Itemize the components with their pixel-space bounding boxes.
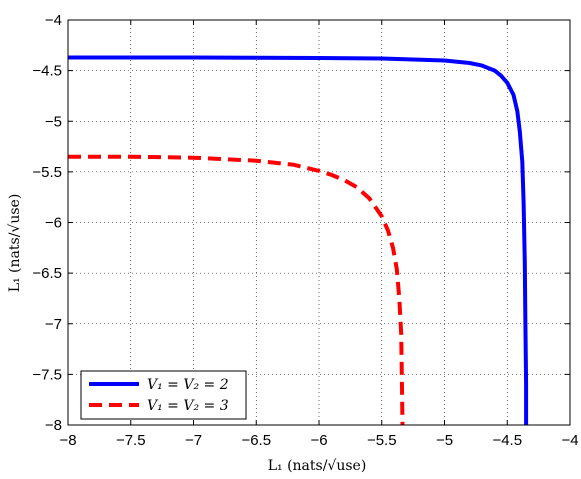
x-tick-label: −5 bbox=[436, 432, 453, 449]
x-tick-label: −6.5 bbox=[241, 432, 271, 449]
x-axis-label: L₁ (nats/√use) bbox=[268, 458, 367, 474]
y-axis-label: L₁ (nats/√use) bbox=[7, 194, 23, 293]
legend-label-series-2: V₁ = V₂ = 3 bbox=[147, 398, 229, 414]
legend-label-series-1: V₁ = V₂ = 2 bbox=[147, 377, 229, 393]
y-tick-label: −8 bbox=[45, 417, 62, 434]
y-tick-label: −5.5 bbox=[32, 164, 62, 181]
y-tick-label: −5 bbox=[45, 113, 62, 130]
y-tick-label: −4.5 bbox=[32, 63, 62, 80]
x-tick-label: −8 bbox=[59, 432, 76, 449]
y-tick-label: −6.5 bbox=[32, 265, 62, 282]
legend: V₁ = V₂ = 2 V₁ = V₂ = 3 bbox=[80, 370, 247, 420]
x-tick-label: −4 bbox=[561, 432, 578, 449]
x-tick-label: −7 bbox=[185, 432, 202, 449]
y-tick-label: −7 bbox=[45, 316, 62, 333]
series-line-1 bbox=[68, 55, 529, 425]
y-tick-label: −7.5 bbox=[32, 366, 62, 383]
series-line-2 bbox=[68, 154, 405, 426]
legend-box bbox=[80, 370, 247, 420]
plot-frame bbox=[67, 19, 571, 426]
x-tick-label: −7.5 bbox=[116, 432, 146, 449]
y-tick-label: −4 bbox=[45, 12, 62, 29]
y-tick-label: −6 bbox=[45, 215, 62, 232]
x-tick-label: −6 bbox=[310, 432, 327, 449]
series-lines bbox=[68, 55, 529, 426]
x-tick-label: −5.5 bbox=[367, 432, 397, 449]
axis-ticks: −8 −7.5 −7 −6.5 −6 −5.5 −5 −4.5 −4 −4 −4.5 −5 −5.5 −6… bbox=[32, 12, 578, 449]
x-tick-label: −4.5 bbox=[492, 432, 522, 449]
